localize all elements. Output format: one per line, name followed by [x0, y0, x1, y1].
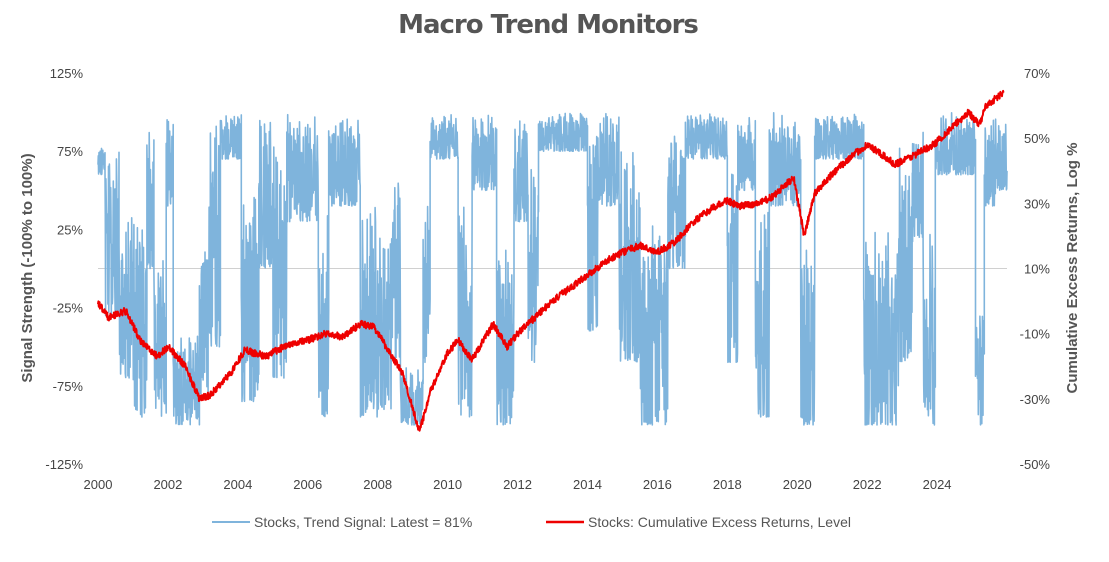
chart-title: Macro Trend Monitors	[398, 10, 698, 40]
x-tick-label: 2012	[503, 477, 532, 492]
y-right-tick-label: -10%	[1020, 327, 1051, 342]
y-left-tick-label: 125%	[50, 66, 84, 81]
x-tick-label: 2014	[573, 477, 602, 492]
y-left-tick-label: -75%	[53, 379, 84, 394]
x-tick-label: 2006	[293, 477, 322, 492]
x-tick-label: 2016	[643, 477, 672, 492]
x-tick-label: 2024	[923, 477, 952, 492]
x-tick-label: 2018	[713, 477, 742, 492]
right-axis-ticks: 70% 50% 30% 10% -10% -30% -50%	[1020, 66, 1051, 472]
y-right-tick-label: -30%	[1020, 392, 1051, 407]
left-axis-ticks: 125% 75% 25% -25% -75% -125%	[45, 66, 83, 472]
returns-series	[97, 89, 1005, 432]
x-tick-label: 2000	[84, 477, 113, 492]
signal-line	[97, 112, 1008, 426]
legend-label-signal: Stocks, Trend Signal: Latest = 81%	[254, 514, 472, 530]
x-tick-label: 2004	[223, 477, 252, 492]
y-left-tick-label: 75%	[57, 144, 83, 159]
y-axis-left-label: Signal Strength (-100% to 100%)	[19, 153, 36, 382]
x-tick-label: 2008	[363, 477, 392, 492]
x-axis-ticks: 2000 2002 2004 2006 2008 2010 2012 2014 2016 2018…	[84, 477, 952, 492]
returns-line	[97, 89, 1005, 432]
x-tick-label: 2020	[783, 477, 812, 492]
legend: Stocks, Trend Signal: Latest = 81% Stock…	[212, 514, 851, 530]
y-right-tick-label: 50%	[1024, 131, 1050, 146]
y-axis-right-label: Cumulative Excess Returns, Log %	[1064, 143, 1081, 394]
y-right-tick-label: 10%	[1024, 262, 1050, 277]
y-right-tick-label: 70%	[1024, 66, 1050, 81]
legend-label-returns: Stocks: Cumulative Excess Returns, Level	[588, 514, 851, 530]
x-tick-label: 2022	[853, 477, 882, 492]
y-right-tick-label: -50%	[1020, 457, 1051, 472]
y-left-tick-label: -25%	[53, 301, 84, 316]
x-tick-label: 2002	[153, 477, 182, 492]
y-left-tick-label: 25%	[57, 222, 83, 237]
x-tick-label: 2010	[433, 477, 462, 492]
y-right-tick-label: 30%	[1024, 196, 1050, 211]
signal-series	[97, 112, 1008, 426]
y-left-tick-label: -125%	[45, 457, 83, 472]
